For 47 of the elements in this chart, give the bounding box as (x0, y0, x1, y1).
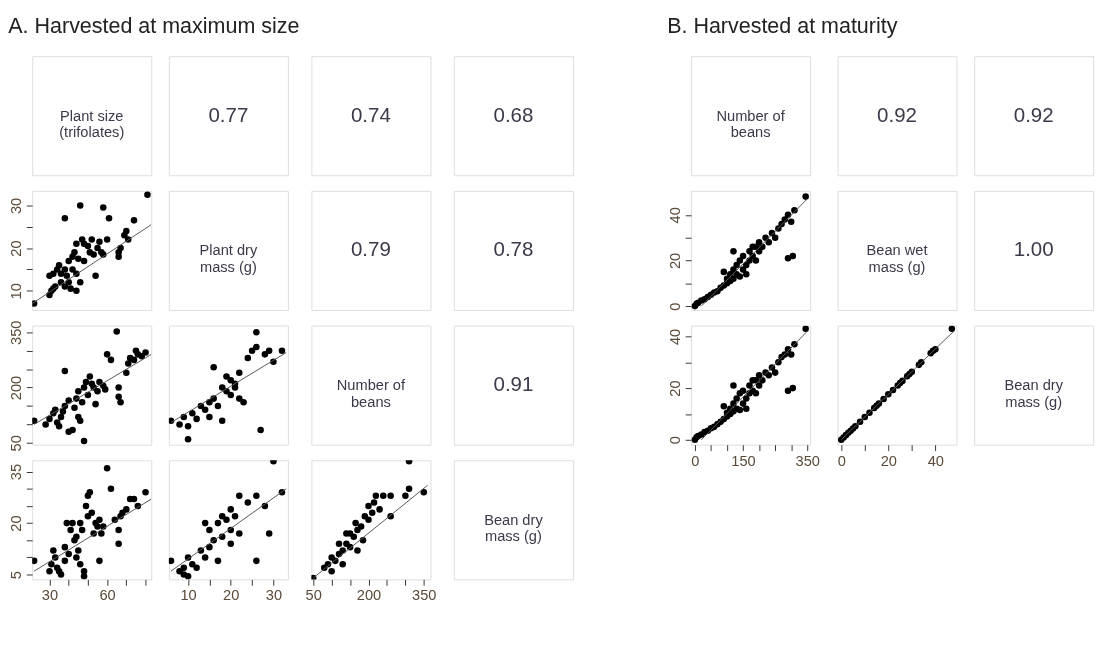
text: 0.74 (350, 102, 391, 126)
x-tick-label: 20 (880, 452, 897, 469)
y-tick-label: 5 (7, 571, 24, 580)
x-tick-label: 350 (795, 452, 820, 469)
text: 0.77 (208, 102, 249, 126)
text: Plant dry mass (g) (199, 242, 258, 275)
y-tick-label: 40 (666, 207, 683, 224)
text: 0.92 (1013, 102, 1054, 126)
text: Bean dry mass (g) (484, 511, 544, 545)
y-tick-label: 35 (7, 463, 24, 481)
text: 1.00 (1013, 237, 1054, 261)
text: Number of beans (336, 377, 406, 410)
text: 0.68 (493, 102, 534, 126)
text: A. Harvested at maximum size (8, 14, 300, 39)
x-tick-label: 350 (412, 587, 437, 604)
text: 0.92 (877, 102, 917, 126)
x-tick-label: 20 (223, 587, 240, 604)
x-tick-label: 0 (691, 452, 700, 469)
y-tick-label: 0 (666, 302, 683, 311)
x-tick-label: 200 (356, 587, 382, 604)
x-tick-label: 0 (837, 452, 846, 469)
y-tick-label: 20 (7, 240, 24, 257)
x-tick-label: 150 (731, 452, 756, 469)
x-tick-label: 40 (927, 452, 945, 469)
y-tick-label: 0 (666, 436, 683, 445)
text: 0.91 (493, 372, 534, 395)
text: Plant size (trifolates) (59, 107, 125, 141)
text: Number of beans (716, 107, 786, 141)
x-tick-label: 60 (99, 587, 116, 604)
text: B. Harvested at maturity (667, 14, 898, 39)
y-tick-label: 350 (7, 320, 24, 345)
x-tick-label: 30 (265, 587, 283, 604)
y-tick-label: 20 (7, 515, 24, 532)
y-tick-label: 20 (666, 252, 683, 270)
x-tick-label: 50 (305, 587, 322, 604)
y-tick-label: 40 (666, 328, 683, 346)
y-tick-label: 50 (7, 435, 24, 452)
text: Bean dry mass (g) (1004, 377, 1064, 410)
y-tick-label: 20 (666, 380, 683, 397)
y-tick-label: 10 (7, 283, 24, 300)
text: 0.78 (493, 237, 534, 261)
y-tick-label: 30 (7, 197, 24, 215)
x-tick-label: 30 (41, 587, 59, 604)
x-tick-label: 10 (180, 587, 197, 604)
text: 0.79 (350, 237, 391, 261)
text: Bean wet mass (g) (866, 242, 928, 275)
y-tick-label: 200 (7, 375, 24, 401)
